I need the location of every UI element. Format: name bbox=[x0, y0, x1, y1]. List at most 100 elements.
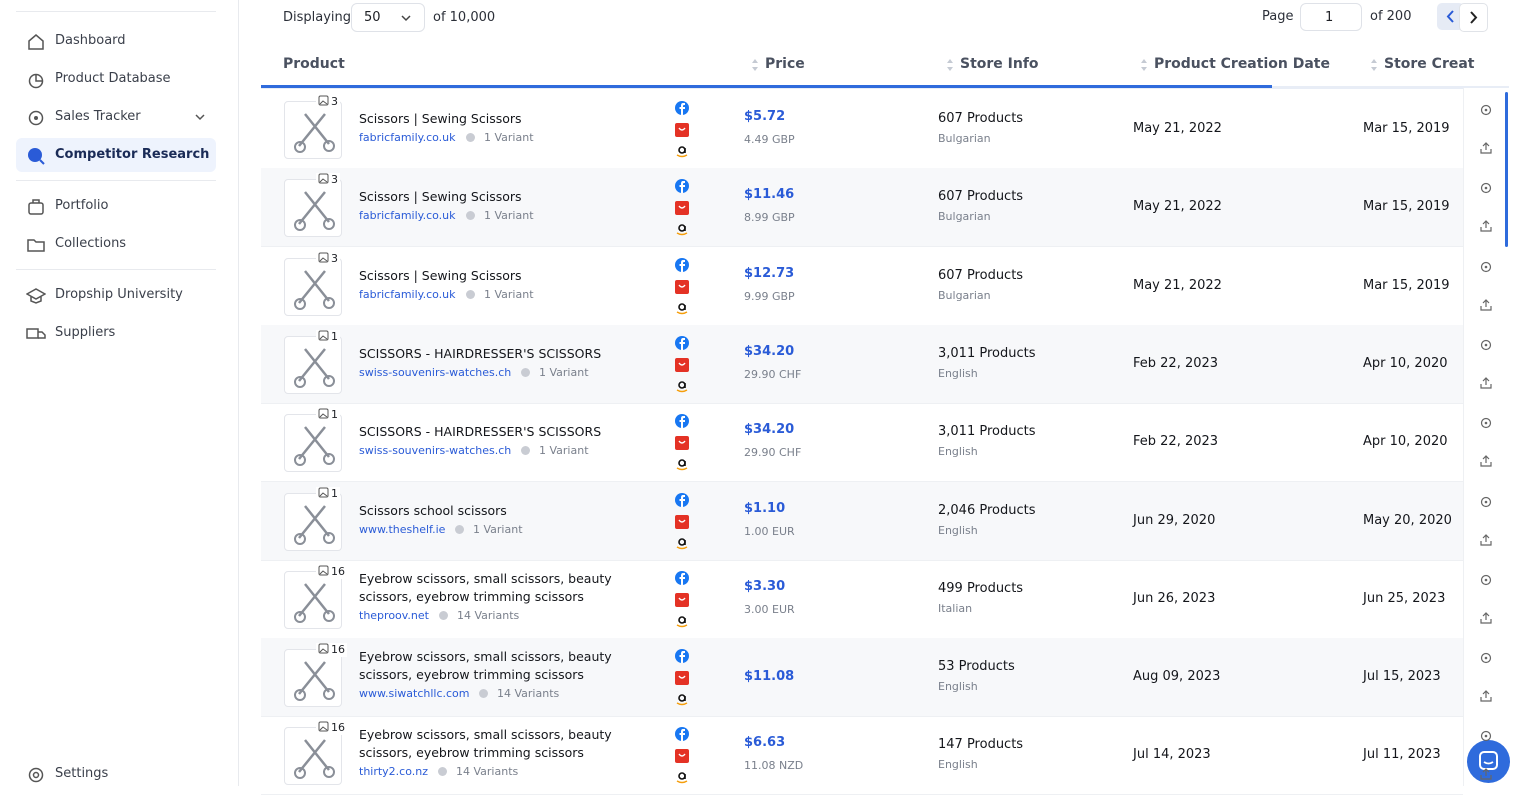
export-button[interactable] bbox=[1480, 531, 1492, 550]
product-title[interactable]: Scissors school scissors bbox=[359, 502, 507, 518]
thumbnail[interactable] bbox=[284, 101, 342, 159]
column-header[interactable]: Price bbox=[765, 56, 805, 72]
thumbnail[interactable] bbox=[284, 179, 342, 238]
store-link[interactable]: swiss-souvenirs-watches.ch bbox=[359, 444, 512, 458]
amazon-icon[interactable] bbox=[675, 613, 689, 632]
thumbnail[interactable] bbox=[284, 727, 342, 786]
amazon-icon[interactable] bbox=[675, 378, 689, 397]
column-header[interactable]: Product Creation Date bbox=[1154, 56, 1330, 72]
track-button[interactable] bbox=[1480, 493, 1492, 512]
thumbnail[interactable] bbox=[284, 570, 342, 629]
next-page[interactable] bbox=[1459, 3, 1488, 32]
amazon-icon[interactable] bbox=[675, 143, 689, 162]
thumbnail[interactable] bbox=[284, 492, 342, 551]
facebook-icon[interactable] bbox=[675, 570, 689, 589]
table-row[interactable]: 1 SCISSORS - HAIRDRESSER'S SCISSORS swiss-… bbox=[261, 324, 1463, 404]
column-header[interactable]: Store Creat bbox=[1384, 56, 1475, 72]
store-link[interactable]: fabricfamily.co.uk bbox=[359, 287, 456, 301]
nav-dashboard[interactable]: Dashboard bbox=[16, 24, 216, 58]
product-title[interactable]: Eyebrow scissors, small scissors, beauty… bbox=[359, 570, 612, 604]
aliexpress-icon[interactable] bbox=[675, 122, 689, 141]
table-row[interactable]: 3 Scissors | Sewing Scissors fabricfamily.… bbox=[261, 247, 1463, 326]
facebook-icon[interactable] bbox=[675, 492, 689, 511]
chat-button[interactable] bbox=[1467, 740, 1510, 783]
track-button[interactable] bbox=[1480, 179, 1492, 198]
store-link[interactable]: theproov.net bbox=[359, 608, 429, 622]
track-button[interactable] bbox=[1480, 649, 1492, 668]
facebook-icon[interactable] bbox=[675, 100, 689, 119]
export-button[interactable] bbox=[1480, 217, 1492, 236]
nav-portfolio[interactable]: Portfolio bbox=[16, 189, 216, 223]
amazon-icon[interactable] bbox=[675, 456, 689, 475]
table-row[interactable]: 1 Scissors school scissors www.theshelf.ie… bbox=[261, 481, 1463, 561]
store-link[interactable]: thirty2.co.nz bbox=[359, 765, 429, 779]
icon bbox=[675, 414, 689, 429]
product-title[interactable]: Scissors | Sewing Scissors bbox=[359, 267, 522, 283]
track-button[interactable] bbox=[1480, 571, 1492, 590]
track-button[interactable] bbox=[1480, 101, 1492, 120]
page-input[interactable]: 1 bbox=[1300, 3, 1362, 31]
aliexpress-icon[interactable] bbox=[675, 748, 689, 767]
aliexpress-icon[interactable] bbox=[675, 435, 689, 454]
aliexpress-icon[interactable] bbox=[675, 514, 689, 533]
amazon-icon[interactable] bbox=[675, 221, 689, 240]
facebook-icon[interactable] bbox=[675, 257, 689, 276]
nav-product-database[interactable]: Product Database bbox=[16, 62, 216, 96]
track-button[interactable] bbox=[1480, 414, 1492, 433]
table-row[interactable]: 16 Eyebrow scissors, small scissors, beau… bbox=[261, 638, 1463, 718]
thumbnail[interactable] bbox=[284, 649, 342, 708]
facebook-icon[interactable] bbox=[675, 648, 689, 667]
export-button[interactable] bbox=[1480, 374, 1492, 393]
aliexpress-icon[interactable] bbox=[675, 279, 689, 298]
thumbnail[interactable] bbox=[284, 414, 342, 473]
product-title[interactable]: Scissors | Sewing Scissors bbox=[359, 111, 522, 126]
store-link[interactable]: www.siwatchllc.com bbox=[359, 687, 470, 701]
track-button[interactable] bbox=[1480, 336, 1492, 355]
facebook-icon[interactable] bbox=[675, 178, 689, 197]
table-row[interactable]: 16 Eyebrow scissors, small scissors, beau… bbox=[261, 716, 1463, 795]
column-header[interactable]: Store Info bbox=[960, 56, 1039, 72]
aliexpress-icon[interactable] bbox=[675, 357, 689, 376]
facebook-icon[interactable] bbox=[675, 726, 689, 745]
amazon-icon[interactable] bbox=[675, 769, 689, 788]
per-page-select[interactable]: 50 bbox=[351, 3, 425, 32]
product-title[interactable]: SCISSORS - HAIRDRESSER'S SCISSORS bbox=[359, 424, 602, 440]
export-button[interactable] bbox=[1480, 452, 1492, 471]
store-link[interactable]: swiss-souvenirs-watches.ch bbox=[359, 365, 512, 379]
store-link[interactable]: fabricfamily.co.uk bbox=[359, 131, 456, 144]
nav-settings[interactable]: Settings bbox=[16, 757, 216, 791]
amazon-icon[interactable] bbox=[675, 300, 689, 319]
thumbnail[interactable] bbox=[284, 335, 342, 394]
export-button[interactable] bbox=[1480, 139, 1492, 158]
facebook-icon[interactable] bbox=[675, 335, 689, 354]
table-row[interactable]: 1 SCISSORS - HAIRDRESSER'S SCISSORS swiss-… bbox=[261, 403, 1463, 483]
nav-suppliers[interactable]: Suppliers bbox=[16, 316, 216, 350]
export-button[interactable] bbox=[1480, 687, 1492, 706]
product-title[interactable]: Eyebrow scissors, small scissors, beauty… bbox=[359, 727, 612, 761]
track-button[interactable] bbox=[1480, 727, 1492, 746]
export-button[interactable] bbox=[1480, 296, 1492, 315]
price: $34.20 bbox=[744, 422, 795, 438]
store-link[interactable]: www.theshelf.ie bbox=[359, 522, 446, 536]
aliexpress-icon[interactable] bbox=[675, 200, 689, 219]
nav-sales-tracker[interactable]: Sales Tracker bbox=[16, 100, 216, 134]
nav-dropship-university[interactable]: Dropship University bbox=[16, 278, 216, 312]
thumbnail[interactable] bbox=[284, 257, 342, 316]
amazon-icon[interactable] bbox=[675, 535, 689, 554]
amazon-icon[interactable] bbox=[675, 691, 689, 710]
track-button[interactable] bbox=[1480, 258, 1492, 277]
store-link[interactable]: fabricfamily.co.uk bbox=[359, 209, 456, 223]
product-title[interactable]: Eyebrow scissors, small scissors, beauty… bbox=[359, 649, 612, 683]
table-row[interactable]: 3 Scissors | Sewing Scissors fabricfamily.… bbox=[261, 90, 1463, 169]
product-title[interactable]: Scissors | Sewing Scissors bbox=[359, 189, 522, 205]
nav-competitor-research[interactable]: Competitor Research bbox=[16, 138, 216, 172]
product-title[interactable]: SCISSORS - HAIRDRESSER'S SCISSORS bbox=[359, 345, 602, 361]
export-button[interactable] bbox=[1480, 609, 1492, 628]
nav-collections[interactable]: Collections bbox=[16, 227, 216, 261]
facebook-icon[interactable] bbox=[675, 413, 689, 432]
table-row[interactable]: 3 Scissors | Sewing Scissors fabricfamily.… bbox=[261, 168, 1463, 248]
table-row[interactable]: 16 Eyebrow scissors, small scissors, beau… bbox=[261, 560, 1463, 639]
aliexpress-icon[interactable] bbox=[675, 670, 689, 689]
export-button[interactable] bbox=[1480, 765, 1492, 784]
aliexpress-icon[interactable] bbox=[675, 592, 689, 611]
